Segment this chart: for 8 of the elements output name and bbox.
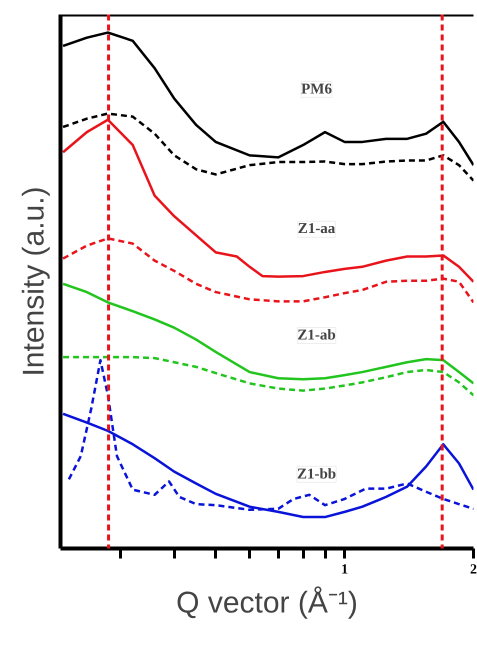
- x-axis-title: Q vector (Å⁻¹): [176, 586, 358, 620]
- text: Z1-bb: [296, 466, 336, 482]
- x-tick-label: 1: [341, 562, 348, 578]
- x-tick-label: 2: [470, 562, 477, 578]
- text: Z1-ab: [297, 328, 336, 344]
- text: Z1-aa: [298, 221, 336, 238]
- y-axis-title: Intensity (a.u.): [18, 186, 50, 377]
- text: PM6: [301, 81, 332, 98]
